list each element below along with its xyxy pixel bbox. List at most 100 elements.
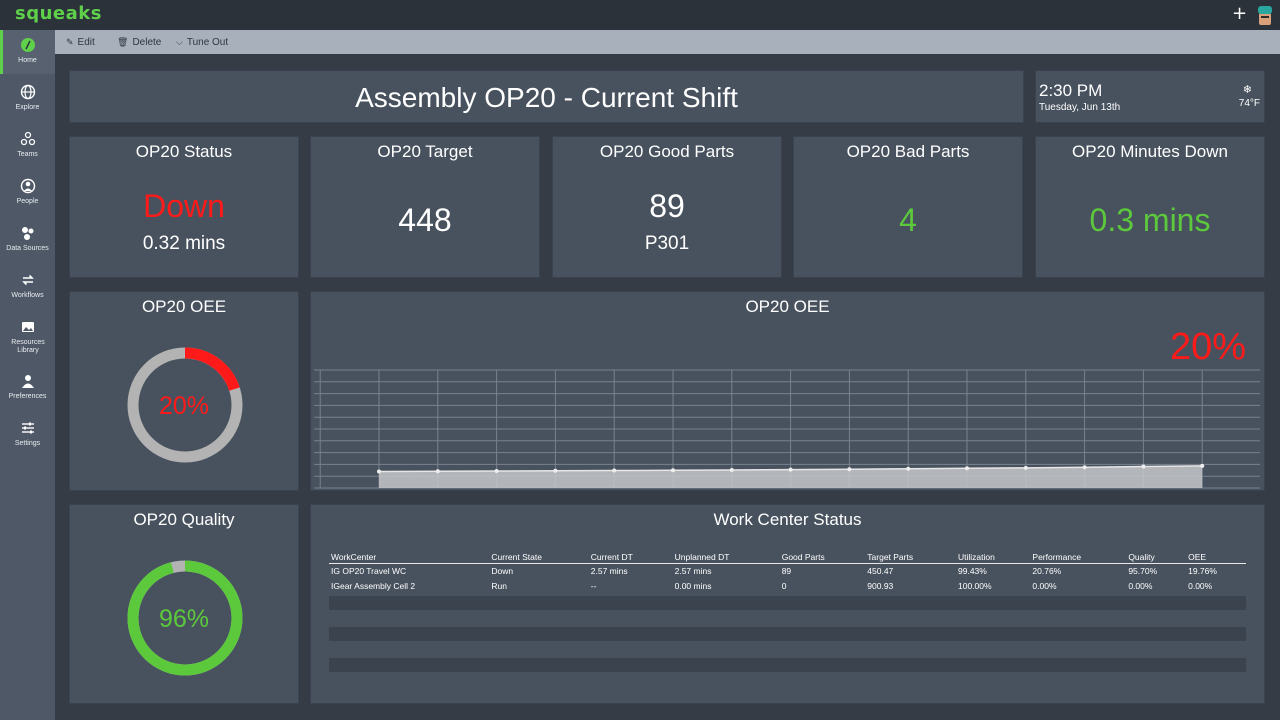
data-point[interactable]: [671, 468, 675, 473]
data-point[interactable]: [847, 467, 852, 472]
sidebar: Home Explore Teams People Data Sources W…: [0, 30, 55, 720]
table-cell: IG OP20 Travel WC: [331, 566, 407, 577]
quality-gauge: [127, 560, 243, 676]
panel-title: OP20 Target: [377, 142, 473, 161]
column-header[interactable]: Target Parts: [865, 551, 957, 564]
column-header[interactable]: Current State: [489, 551, 589, 564]
data-point[interactable]: [435, 469, 440, 474]
data-point[interactable]: [377, 469, 381, 474]
sidebar-item-label: Explore: [15, 104, 40, 111]
column-header[interactable]: Quality: [1126, 551, 1187, 564]
table-cell: 99.43%: [958, 566, 987, 577]
good-parts-panel: OP20 Good Parts 89 P301: [552, 136, 782, 278]
clock-date: Tuesday, Jun 13th: [1039, 102, 1121, 113]
panel-title: OP20 Status: [135, 142, 233, 161]
sidebar-item-people[interactable]: People: [0, 171, 55, 215]
tune-out-button[interactable]: ⌵ Tune Out: [176, 37, 229, 48]
sidebar-item-data-sources[interactable]: Data Sources: [0, 218, 55, 262]
table-cell: 19.76%: [1188, 566, 1217, 577]
bad-parts-value: 4: [899, 202, 917, 238]
avatar[interactable]: [1257, 5, 1273, 25]
work-center-table: WorkCenter Current State Current DT Unpl…: [329, 551, 1246, 594]
data-point[interactable]: [1082, 465, 1087, 470]
data-point[interactable]: [553, 468, 558, 473]
column-header[interactable]: WorkCenter: [329, 551, 490, 564]
top-bar: squeaks +: [0, 0, 1280, 30]
data-point[interactable]: [788, 467, 793, 472]
table-header-row: WorkCenter Current State Current DT Unpl…: [329, 551, 1246, 564]
sidebar-item-label: Settings: [14, 440, 41, 447]
snowflake-icon: ❄: [1242, 83, 1252, 96]
table-cell: 95.70%: [1128, 566, 1158, 577]
data-point[interactable]: [1141, 464, 1146, 469]
app-logo[interactable]: squeaks: [15, 3, 102, 24]
table-row[interactable]: IGear Assembly Cell 2 Run -- 0.00 mins 0…: [329, 579, 1246, 594]
clock-time: 2:30 PM: [1039, 81, 1103, 100]
table-cell: 0.00 mins: [674, 581, 712, 591]
table-row[interactable]: IG OP20 Travel WC Down 2.57 mins 2.57 mi…: [329, 564, 1246, 579]
teams-icon: [20, 131, 36, 146]
clock-panel: 2:30 PM Tuesday, Jun 13th ❄ 74°F: [1035, 70, 1265, 123]
work-center-panel: Work Center Status WorkCenter Current St…: [310, 504, 1265, 704]
column-header[interactable]: OEE: [1186, 551, 1246, 564]
data-point[interactable]: [494, 469, 499, 474]
column-header[interactable]: Unplanned DT: [672, 551, 780, 564]
quality-gauge-panel: OP20 Quality 96%: [69, 504, 299, 704]
table-cell: IGear Assembly Cell 2: [331, 581, 416, 591]
table-cell: 2.57 mins: [590, 566, 628, 577]
delete-button[interactable]: 🗑 Delete: [117, 37, 162, 48]
sidebar-item-label: Preferences: [8, 393, 47, 400]
sidebar-item-label: Data Sources: [6, 245, 49, 252]
panel-title: OP20 Minutes Down: [1072, 142, 1228, 161]
quality-gauge-label: 96%: [158, 605, 210, 633]
panel-title: OP20 Good Parts: [599, 142, 735, 161]
sidebar-item-explore[interactable]: Explore: [0, 77, 55, 121]
column-header[interactable]: Good Parts: [779, 551, 866, 564]
tune-out-icon: ⌵: [176, 37, 183, 47]
column-header[interactable]: Utilization: [956, 551, 1031, 564]
sidebar-item-workflows[interactable]: Workflows: [0, 265, 55, 309]
globe-icon: [20, 84, 36, 100]
column-header[interactable]: Current DT: [588, 551, 673, 564]
status-panel: OP20 Status Down 0.32 mins: [69, 136, 299, 278]
gauge-arc: [127, 560, 243, 676]
part-number: P301: [644, 233, 690, 254]
data-point[interactable]: [906, 466, 911, 471]
good-parts-value: 89: [649, 188, 685, 224]
table-cell: 0: [781, 581, 787, 591]
sidebar-item-settings[interactable]: Settings: [0, 413, 55, 457]
plus-icon[interactable]: +: [1232, 3, 1248, 24]
target-value: 448: [398, 202, 452, 238]
oee-gauge-panel: OP20 OEE 20%: [69, 291, 299, 491]
minutes-down-panel: OP20 Minutes Down 0.3 mins: [1035, 136, 1265, 278]
data-point[interactable]: [1023, 465, 1028, 470]
trash-icon: 🗑: [117, 37, 129, 47]
table-cell: 100.00%: [958, 581, 992, 591]
table-cell: 2.57 mins: [674, 566, 712, 577]
sidebar-item-teams[interactable]: Teams: [0, 124, 55, 168]
table-cell: 0.00%: [1188, 581, 1213, 591]
table-cell: 900.93: [867, 581, 894, 591]
sidebar-item-resources-library[interactable]: Resources Library: [0, 312, 55, 364]
oee-gauge: [127, 347, 243, 463]
data-point[interactable]: [729, 467, 734, 472]
data-point[interactable]: [1200, 463, 1205, 468]
sidebar-item-preferences[interactable]: Preferences: [0, 366, 55, 410]
panel-title: Work Center Status: [713, 510, 862, 529]
toolbar: ✎ Edit 🗑 Delete ⌵ Tune Out: [55, 30, 1280, 54]
empty-row: [329, 658, 1246, 672]
table-cell: 450.47: [867, 566, 894, 577]
column-header[interactable]: Performance: [1030, 551, 1127, 564]
oee-trend-chart: [314, 369, 1260, 489]
bad-parts-panel: OP20 Bad Parts 4: [793, 136, 1023, 278]
table-cell: 0.00%: [1032, 581, 1057, 591]
edit-button[interactable]: ✎ Edit: [66, 37, 95, 48]
data-point[interactable]: [612, 468, 617, 473]
sidebar-item-home[interactable]: Home: [0, 30, 55, 74]
oee-current-value: 20%: [1169, 326, 1246, 368]
chart-title: OP20 OEE: [745, 297, 830, 316]
target-panel: OP20 Target 448: [310, 136, 540, 278]
table-cell: Run: [491, 581, 507, 591]
data-point[interactable]: [965, 466, 969, 471]
header-panel: Assembly OP20 - Current Shift: [69, 70, 1024, 123]
